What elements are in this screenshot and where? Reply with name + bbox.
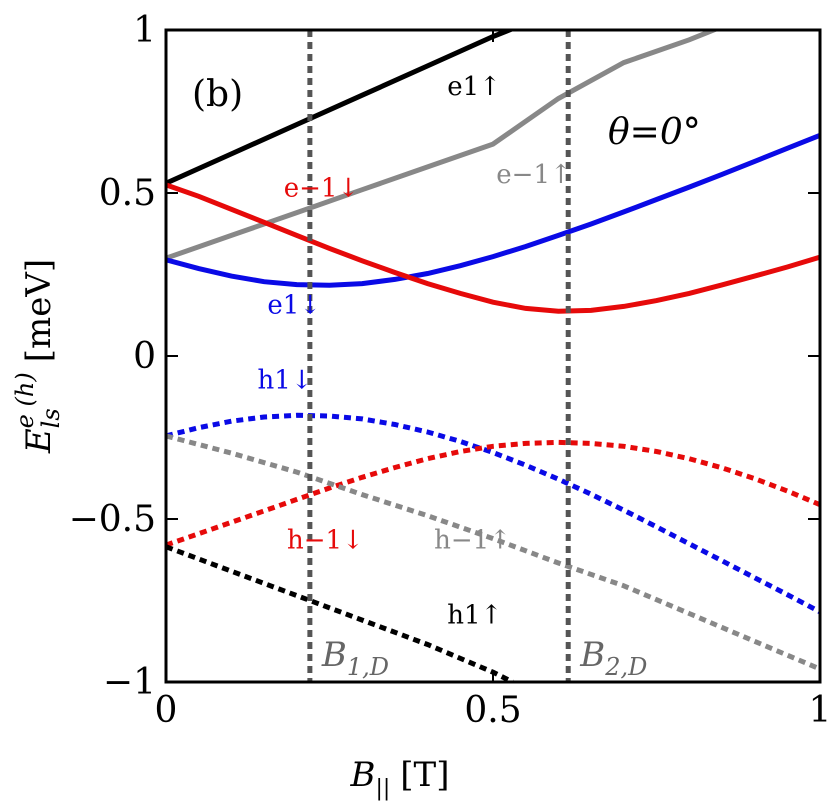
x-tick-label-0: 0 [155,690,178,731]
series-line-3 [166,182,820,314]
x-axis-symbol: B [349,755,375,795]
series-label-2: e1↓ [267,291,321,321]
x-tick-label-2: 1 [809,690,832,731]
x-axis-title: B|| [T] [349,755,449,801]
tick-layer: 0 0.5 1 −1 −0.5 0 0.5 1 [69,10,832,731]
label-layer: e1↑ e−1↑ e1↓ e−1↓ h1↓ h−1↓ h−1↑ h1↑ [258,72,572,630]
series-label-3: e−1↓ [284,173,360,203]
vertical-marker-label-2: B2,D [579,635,647,681]
series-label-6: h−1↑ [434,525,511,555]
series-label-4: h1↓ [258,366,313,396]
x-tick-label-1: 0.5 [464,690,521,731]
vertical-marker-label-1: B1,D [321,635,389,681]
y-tick-label-1: −0.5 [69,499,156,540]
x-axis-unit: [T] [400,755,449,795]
y-axis-sub: ls [37,408,65,428]
y-axis-symbol: E [19,428,59,454]
angle-annotation: θ=0° [608,112,701,153]
y-tick-label-2: 0 [133,336,156,377]
series-label-1: e−1↑ [496,160,572,190]
y-tick-label-0: −1 [103,662,156,703]
series-line-2 [166,132,820,288]
y-axis-sup: e (h) [11,372,39,428]
y-axis-title: Else (h) [meV] [11,259,65,454]
marker-layer: B1,D B2,D [307,30,647,682]
svg-text:Else (h)[meV]: Else (h) [meV] [11,259,65,454]
y-axis-unit: [meV] [19,259,59,362]
y-tick-label-4: 1 [133,10,156,51]
series-label-7: h1↑ [447,600,502,630]
panel-label: (b) [192,74,243,115]
series-line-5 [166,439,820,548]
x-axis-sub: || [375,776,390,801]
series-label-5: h−1↓ [287,525,364,555]
plot-frame [164,28,822,684]
series-line-4 [166,412,820,615]
series-label-0: e1↑ [447,72,501,102]
series-layer [166,30,820,682]
y-tick-label-3: 0.5 [99,173,156,214]
series-line-6 [166,433,820,672]
